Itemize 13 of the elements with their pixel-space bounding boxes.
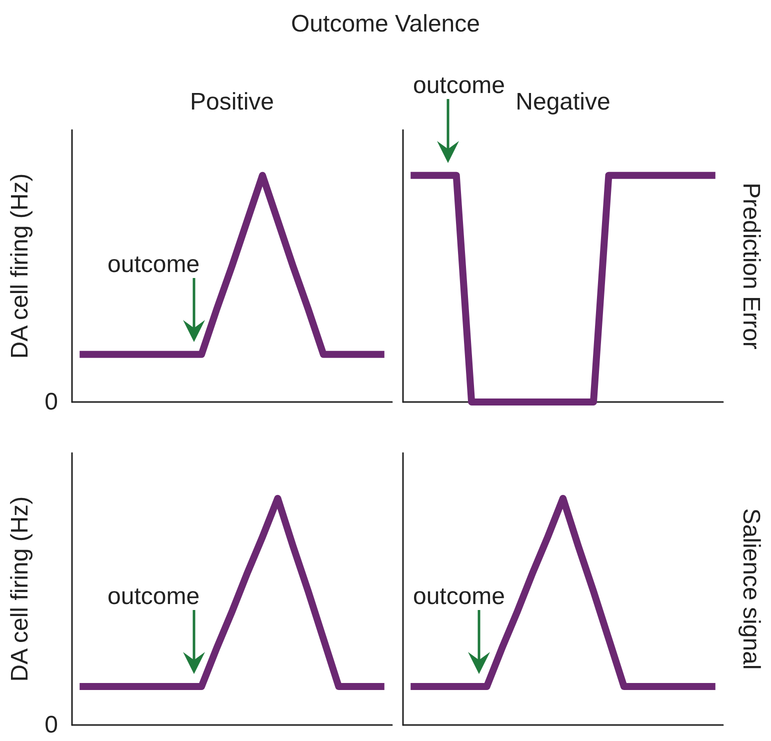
chart-subtitle: Negative — [516, 88, 610, 116]
text: 0 — [44, 712, 58, 738]
y2-axis-title: Prediction Error — [738, 182, 764, 350]
annotation: outcome — [107, 582, 200, 610]
annotation: outcome — [412, 582, 506, 610]
y-axis-title: DA cell firing (Hz) — [6, 173, 34, 359]
annotation: outcome — [107, 250, 200, 278]
text: 0 — [44, 388, 58, 416]
y2-axis-title: Salience signal — [738, 508, 764, 670]
y-axis-title: DA cell firing (Hz) — [6, 496, 34, 682]
text: outcome — [412, 72, 506, 99]
chart-subtitle: Positive — [190, 88, 274, 116]
chart-title: Outcome Valence — [291, 10, 480, 38]
